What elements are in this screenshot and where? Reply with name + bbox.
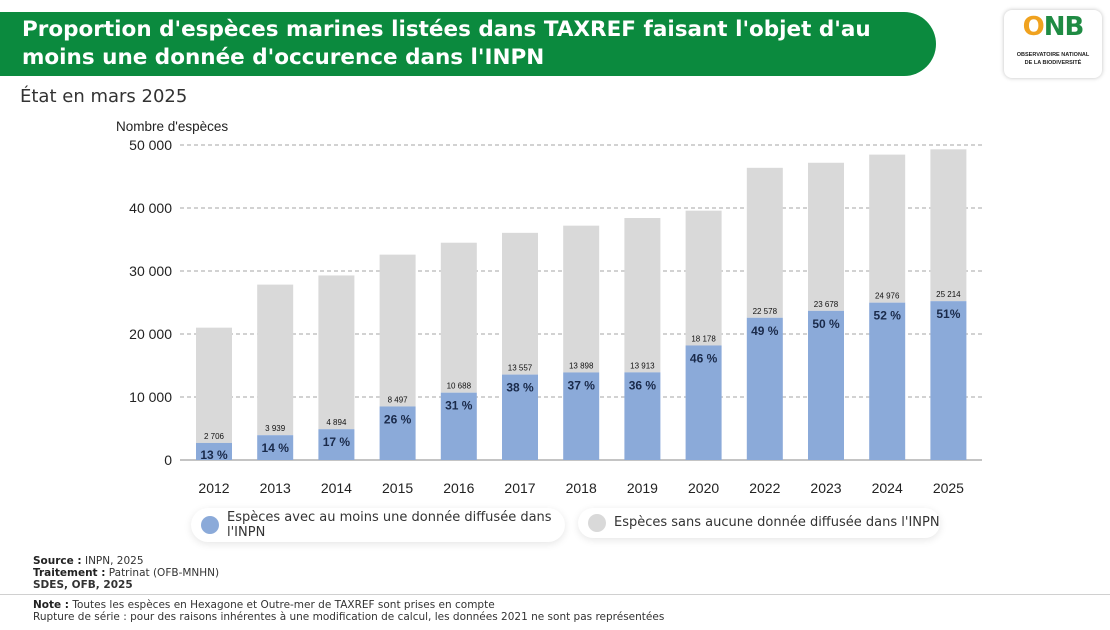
y-tick-label: 30 000	[129, 263, 172, 279]
percent-label: 50 %	[812, 317, 840, 331]
value-label: 13 913	[630, 361, 655, 370]
value-label: 23 678	[814, 300, 839, 309]
x-tick-label: 2013	[260, 480, 291, 496]
footer-rupture: Rupture de série : pour des raisons inhé…	[33, 611, 665, 623]
onb-logo: ONB OBSERVATOIRE NATIONAL DE LA BIODIVER…	[1004, 10, 1102, 78]
chart-subtitle: État en mars 2025	[20, 86, 188, 107]
percent-label: 46 %	[690, 351, 718, 365]
bar-without-data	[257, 284, 294, 436]
value-label: 8 497	[388, 395, 409, 404]
bar-without-data	[930, 149, 967, 302]
x-tick-label: 2014	[321, 480, 352, 496]
percent-label: 49 %	[751, 324, 779, 338]
title-banner: Proportion d'espèces marines listées dan…	[0, 12, 936, 76]
bar-with-data	[930, 301, 967, 460]
legend-swatch-grey	[588, 514, 606, 532]
bar-without-data	[869, 154, 906, 303]
bar-without-data	[318, 275, 355, 430]
bar-without-data	[502, 232, 538, 375]
x-tick-label: 2016	[443, 480, 474, 496]
x-tick-label: 2019	[627, 480, 658, 496]
bar-with-data	[502, 374, 538, 460]
bar-without-data	[196, 327, 232, 443]
percent-label: 31 %	[445, 399, 473, 413]
x-tick-label: 2012	[198, 480, 229, 496]
x-tick-label: 2020	[688, 480, 719, 496]
page-title: Proportion d'espèces marines listées dan…	[22, 17, 871, 70]
bar-with-data	[318, 429, 355, 460]
value-label: 24 976	[875, 292, 900, 301]
percent-label: 51%	[936, 307, 960, 321]
bar-with-data	[196, 442, 232, 460]
y-tick-label: 20 000	[129, 326, 172, 342]
y-axis-label: Nombre d'espèces	[116, 119, 229, 134]
bar-with-data	[440, 392, 477, 460]
footer-note: Note : Toutes les espèces en Hexagone et…	[33, 599, 495, 611]
footer-treatment: Traitement : Patrinat (OFB-MNHN)	[33, 567, 220, 579]
bar-without-data	[563, 225, 600, 373]
percent-label: 14 %	[262, 441, 290, 455]
bar-without-data	[746, 167, 783, 318]
percent-label: 17 %	[323, 435, 351, 449]
y-tick-label: 0	[164, 452, 172, 468]
value-label: 18 178	[691, 334, 716, 343]
value-label: 10 688	[447, 382, 472, 391]
percent-label: 26 %	[384, 412, 412, 426]
value-label: 4 894	[326, 418, 347, 427]
bar-with-data	[808, 310, 844, 460]
percent-label: 37 %	[568, 378, 596, 392]
percent-label: 13 %	[200, 448, 228, 462]
x-tick-label: 2015	[382, 480, 413, 496]
bar-without-data	[808, 162, 844, 311]
value-label: 3 939	[265, 424, 286, 433]
bar-without-data	[440, 242, 477, 393]
logo-mark: ONB	[1022, 12, 1085, 42]
bar-with-data	[257, 435, 294, 460]
y-tick-label: 50 000	[129, 137, 172, 153]
percent-label: 36 %	[629, 378, 657, 392]
value-label: 2 706	[204, 432, 225, 441]
y-tick-label: 40 000	[129, 200, 172, 216]
value-label: 25 214	[936, 290, 961, 299]
bar-with-data	[869, 302, 906, 460]
x-tick-label: 2025	[933, 480, 964, 496]
y-tick-label: 10 000	[129, 389, 172, 405]
bar-without-data	[685, 210, 722, 346]
legend-label-without-data: Espèces sans aucune donnée diffusée dans…	[614, 515, 940, 530]
value-label: 13 898	[569, 361, 594, 370]
value-label: 13 557	[508, 364, 533, 373]
x-tick-label: 2022	[749, 480, 780, 496]
legend-label-with-data: Espèces avec au moins une donnée diffusé…	[227, 510, 552, 540]
logo-line2: DE LA BIODIVERSITÉ	[1024, 60, 1082, 66]
bar-without-data	[379, 254, 416, 407]
x-tick-label: 2018	[566, 480, 597, 496]
percent-label: 38 %	[506, 381, 534, 395]
bar-with-data	[563, 372, 600, 460]
percent-label: 52 %	[874, 309, 902, 323]
x-tick-label: 2023	[810, 480, 841, 496]
footer-source: Source : INPN, 2025	[33, 555, 144, 567]
bar-with-data	[379, 406, 416, 460]
bar-without-data	[624, 217, 661, 373]
legend-swatch-blue	[201, 516, 219, 534]
x-tick-label: 2017	[504, 480, 535, 496]
x-tick-label: 2024	[872, 480, 903, 496]
footer-publisher: SDES, OFB, 2025	[33, 579, 133, 591]
logo-line1: OBSERVATOIRE NATIONAL	[1016, 52, 1090, 58]
legend-item-without-data: Espèces sans aucune donnée diffusée dans…	[578, 508, 940, 538]
value-label: 22 578	[753, 307, 778, 316]
bar-with-data	[685, 345, 722, 460]
bar-with-data	[746, 317, 783, 460]
bar-with-data	[624, 372, 661, 460]
footer-divider	[0, 594, 1110, 595]
legend-item-with-data: Espèces avec au moins une donnée diffusé…	[191, 508, 565, 542]
